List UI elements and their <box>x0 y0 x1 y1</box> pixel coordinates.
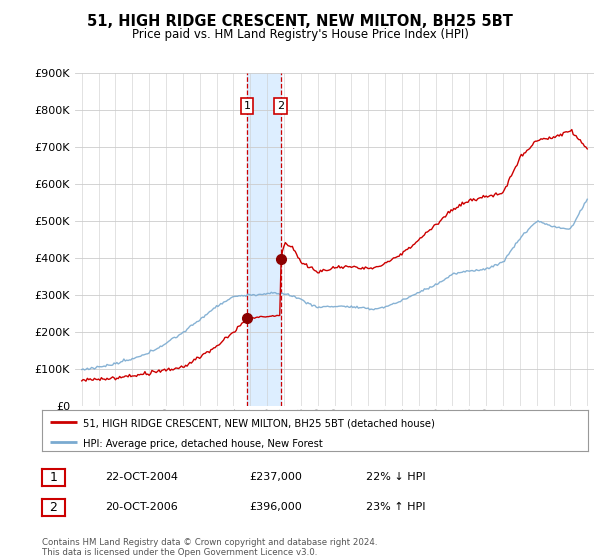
Text: £396,000: £396,000 <box>249 502 302 512</box>
Text: £237,000: £237,000 <box>249 472 302 482</box>
Text: 22-OCT-2004: 22-OCT-2004 <box>105 472 178 482</box>
Text: 51, HIGH RIDGE CRESCENT, NEW MILTON, BH25 5BT: 51, HIGH RIDGE CRESCENT, NEW MILTON, BH2… <box>87 14 513 29</box>
Text: 2: 2 <box>277 101 284 111</box>
Text: 2: 2 <box>49 501 58 514</box>
Text: 1: 1 <box>244 101 250 111</box>
Text: 1: 1 <box>49 471 58 484</box>
Text: Price paid vs. HM Land Registry's House Price Index (HPI): Price paid vs. HM Land Registry's House … <box>131 28 469 41</box>
Text: HPI: Average price, detached house, New Forest: HPI: Average price, detached house, New … <box>83 438 323 449</box>
Bar <box>247 73 281 406</box>
Text: 22% ↓ HPI: 22% ↓ HPI <box>366 472 425 482</box>
Text: Contains HM Land Registry data © Crown copyright and database right 2024.
This d: Contains HM Land Registry data © Crown c… <box>42 538 377 557</box>
Text: 20-OCT-2006: 20-OCT-2006 <box>105 502 178 512</box>
Text: 23% ↑ HPI: 23% ↑ HPI <box>366 502 425 512</box>
Text: 51, HIGH RIDGE CRESCENT, NEW MILTON, BH25 5BT (detached house): 51, HIGH RIDGE CRESCENT, NEW MILTON, BH2… <box>83 418 435 428</box>
